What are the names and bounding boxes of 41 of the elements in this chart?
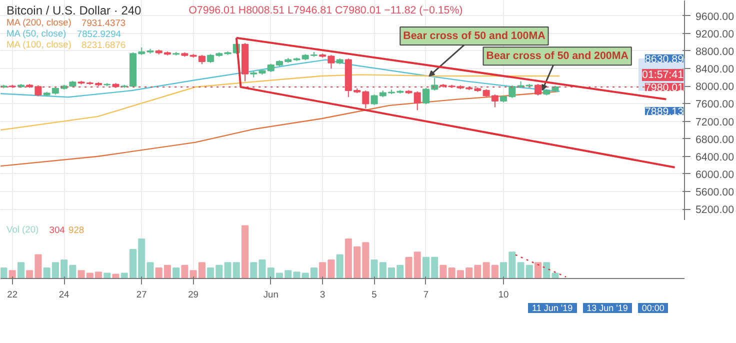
y-tick-label: 6800.00 — [696, 134, 734, 146]
y-tick-label: 8000.00 — [696, 81, 734, 94]
y-tick-label: 8800.00 — [696, 46, 734, 58]
annotation: 7931.4373 — [82, 18, 126, 28]
y-tick-label: 5200.00 — [696, 204, 734, 216]
chart-subtitle: O7996.01 H8008.51 L7946.81 C7980.01 −11.82 (−0.15%) — [188, 4, 463, 16]
x-tick-label: 29 — [188, 290, 199, 300]
x-tick-label: 22 — [7, 290, 18, 300]
y-tick-label: 6400.00 — [696, 151, 734, 164]
text: 00:00 — [638, 303, 668, 313]
annotation: Bear cross of 50 and 200MA — [486, 50, 629, 62]
y-tick-label: 9600.00 — [696, 10, 734, 23]
text: Vol (20) — [6, 224, 39, 234]
chart-title: Bitcoin / U.S. Dollar · 240 — [6, 4, 142, 18]
y-tick-label: 7200.00 — [696, 116, 734, 128]
x-tick-label: 7 — [423, 290, 429, 300]
x-tick-label: Jun — [263, 290, 278, 300]
annotation: 8630.89 — [644, 53, 684, 66]
text: 11 Jun '19 — [528, 303, 577, 313]
text: MA (50, close) — [6, 28, 66, 38]
annotation: 304 — [49, 225, 65, 235]
y-tick-label: 6000.00 — [696, 168, 734, 181]
x-tick-label: 10 — [498, 290, 509, 300]
annotation: 928 — [68, 225, 84, 235]
y-tick-label: 5600.00 — [696, 186, 734, 199]
text: 13 Jun '19 — [582, 303, 632, 313]
y-tick-label: 9200.00 — [696, 28, 734, 40]
x-tick-label: 5 — [372, 290, 377, 300]
x-tick-label: 27 — [136, 290, 147, 300]
y-tick-label: 8400.00 — [696, 64, 734, 76]
annotation: 7889.13 — [644, 106, 684, 118]
x-tick-label: 3 — [320, 290, 326, 300]
annotation: 7852.9294 — [76, 29, 122, 39]
annotation: 8231.6876 — [82, 40, 126, 50]
ref-line-label: 7980.01 — [644, 82, 684, 94]
annotation: 01:57:41 — [642, 69, 684, 82]
text: MA (200, close) — [6, 18, 72, 28]
x-tick-label: 24 — [58, 290, 70, 300]
text: MA (100, close) — [6, 40, 72, 50]
y-tick-label: 7600.00 — [696, 98, 734, 111]
annotation: Bear cross of 50 and 100MA — [403, 30, 546, 42]
